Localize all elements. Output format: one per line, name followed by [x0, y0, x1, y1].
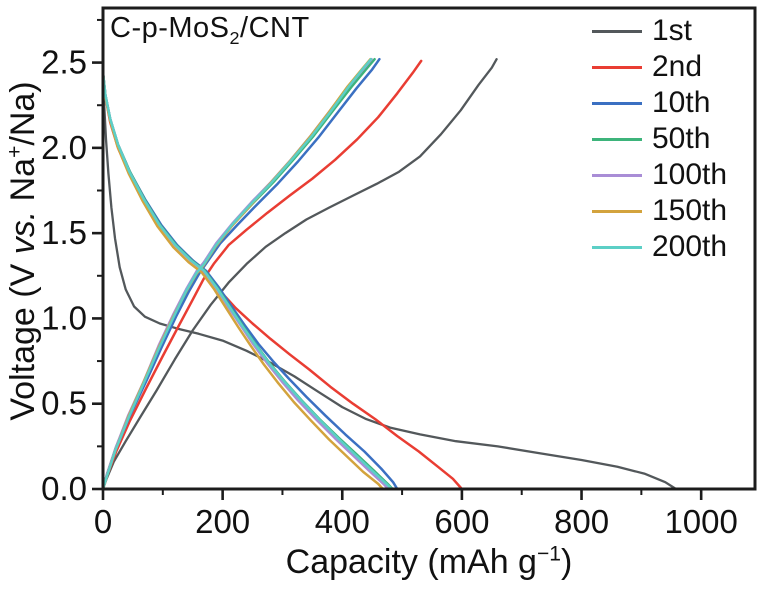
y-axis-title: Voltage (V vs. Na+/Na) — [4, 26, 50, 476]
curve-discharge-150th — [101, 71, 385, 491]
legend-item-10th: 10th — [592, 85, 727, 121]
legend-label-100th: 100th — [652, 158, 728, 191]
legend-label-1st: 1st — [652, 14, 693, 47]
x-axis-title-text: Capacity (mAh g — [285, 543, 537, 581]
curve-charge-200th — [101, 57, 373, 491]
curve-discharge-2nd — [101, 71, 464, 491]
legend-label-200th: 200th — [652, 230, 728, 263]
y-axis-title-text-post: /Na) — [4, 81, 42, 146]
legend-item-150th: 150th — [592, 193, 727, 229]
y-tick-label: 1.5 — [41, 214, 87, 251]
y-axis-title-superscript: + — [3, 145, 27, 158]
y-tick-label: 2.5 — [41, 44, 87, 81]
legend-item-200th: 200th — [592, 229, 727, 265]
annotation-subscript: 2 — [229, 27, 241, 48]
plot-annotation: C-p-MoS2/CNT — [110, 12, 310, 48]
legend-label-50th: 50th — [652, 122, 711, 155]
curve-charge-2nd — [101, 59, 423, 491]
y-tick-label: 0.0 — [41, 470, 87, 507]
x-tick-label: 0 — [94, 503, 112, 540]
legend-line-swatch-50th — [592, 137, 642, 141]
x-tick-label: 200 — [195, 503, 250, 540]
legend-label-150th: 150th — [652, 194, 728, 227]
curve-discharge-200th — [101, 71, 394, 491]
y-tick-label: 1.0 — [41, 299, 87, 336]
legend-item-50th: 50th — [592, 121, 727, 157]
x-tick-label: 400 — [315, 503, 370, 540]
legend: 1st 2nd 10th 50th 100th 150th 200th — [592, 13, 727, 265]
curve-discharge-1st — [101, 69, 678, 491]
legend-line-swatch-150th — [592, 209, 642, 213]
legend-line-swatch-1st — [592, 29, 642, 33]
x-axis-title: Capacity (mAh g−1) — [209, 543, 649, 582]
y-axis-title-mid: Na — [4, 157, 42, 211]
x-tick-label: 1000 — [664, 503, 737, 540]
curve-discharge-100th — [101, 71, 390, 491]
y-axis-title-vs: vs. — [4, 210, 42, 255]
y-tick-label: 0.5 — [41, 385, 87, 422]
legend-line-swatch-2nd — [592, 65, 642, 69]
x-tick-label: 800 — [554, 503, 609, 540]
curve-charge-1st — [101, 58, 498, 491]
curve-discharge-50th — [101, 71, 394, 491]
x-axis-title-text-post: ) — [561, 543, 573, 581]
plot-frame — [101, 6, 757, 491]
x-tick-label: 600 — [434, 503, 489, 540]
curve-charge-10th — [101, 57, 381, 491]
curve-discharge-10th — [101, 71, 399, 491]
legend-item-2nd: 2nd — [592, 49, 727, 85]
legend-label-10th: 10th — [652, 86, 711, 119]
y-tick-label: 2.0 — [41, 129, 87, 166]
legend-item-1st: 1st — [592, 13, 727, 49]
legend-label-2nd: 2nd — [652, 50, 703, 83]
x-axis-title-superscript: −1 — [536, 542, 562, 566]
y-axis-title-text: Voltage (V — [4, 254, 42, 421]
legend-line-swatch-200th — [592, 245, 642, 249]
legend-line-swatch-10th — [592, 101, 642, 105]
legend-line-swatch-100th — [592, 173, 642, 177]
legend-item-100th: 100th — [592, 157, 727, 193]
annotation-text: C-p-MoS — [110, 12, 230, 44]
annotation-text-post: /CNT — [240, 12, 310, 44]
